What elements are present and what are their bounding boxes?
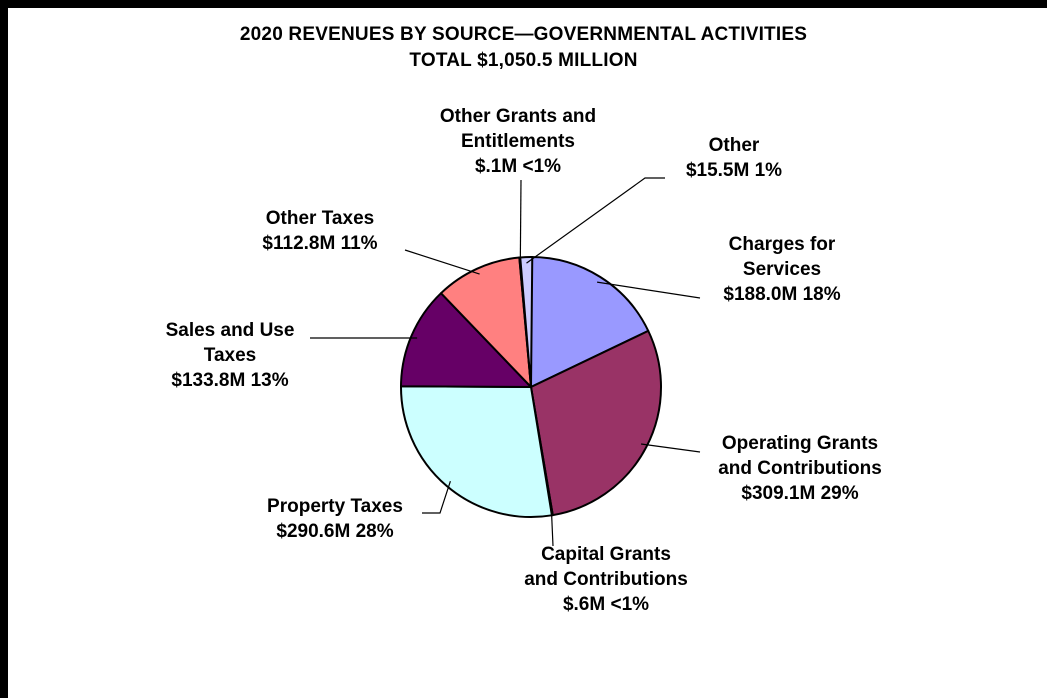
label-operating-grants: Operating Grants and Contributions $309.…: [718, 433, 882, 504]
chart-subtitle: TOTAL $1,050.5 MILLION: [409, 50, 638, 71]
label-sales-and-use-taxes: Sales and Use Taxes $133.8M 13%: [165, 320, 295, 391]
pie-slice-operating-grants-and-contributions: [530, 329, 662, 517]
label-property-taxes: Property Taxes $290.6M 28%: [267, 496, 403, 542]
leader-line-capital-grants-and-contributions: [550, 509, 554, 547]
chart-title: 2020 REVENUES BY SOURCE—GOVERNMENTAL ACT…: [239, 24, 808, 45]
pie-slice-property-taxes: [399, 385, 553, 518]
leader-line-charges-for-services: [597, 281, 701, 299]
pie-slice-other-taxes: [440, 256, 532, 388]
label-other: Other $15.5M 1%: [685, 135, 783, 181]
label-capital-grants: Capital Grants and Contributions $.6M <1…: [524, 544, 688, 615]
leader-line-other: [526, 177, 665, 264]
label-other-grants-and-entitlements: Other Grants and Entitlements $.1M <1%: [439, 106, 597, 177]
leader-line-other-taxes: [404, 249, 480, 275]
label-charges-for-services: Charges for Services $188.0M 18%: [723, 234, 841, 305]
leader-line-operating-grants-and-contributions: [641, 443, 701, 453]
leader-line-other-grants-and-entitlements: [519, 179, 522, 264]
label-other-taxes: Other Taxes $112.8M 11%: [262, 208, 378, 254]
leader-line-property-taxes: [422, 481, 451, 514]
pie-slice-sales-and-use-taxes: [400, 292, 532, 388]
pie-slice-charges-for-services: [530, 256, 650, 388]
